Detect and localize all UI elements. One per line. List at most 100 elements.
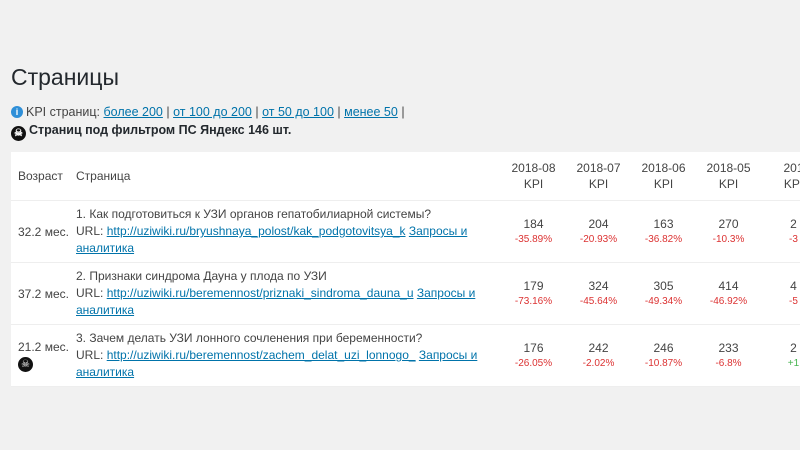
kpi-link-under-50[interactable]: менее 50 (344, 105, 398, 119)
kpi-filter-label: KPI страниц: (26, 105, 101, 119)
kpi-change: -20.93% (579, 233, 618, 245)
header-age: Возраст (18, 169, 63, 183)
page-info: 1. Как подготовиться к УЗИ органов гепат… (69, 206, 501, 257)
age-cell: 21.2 мес. ☠ (11, 340, 69, 372)
kpi-cell: 233 -6.8% (696, 340, 761, 372)
kpi-change: -10.3% (712, 233, 745, 245)
kpi-value: 246 (653, 340, 674, 355)
kpi-cell: 163 -36.82% (631, 216, 696, 248)
kpi-link-over-200[interactable]: более 200 (103, 105, 163, 119)
kpi-cell: 184 -35.89% (501, 216, 566, 248)
kpi-label: KPI (653, 177, 674, 191)
month-label: 2018-08 (511, 161, 556, 175)
age-cell: 37.2 мес. (11, 287, 69, 301)
page-url-link[interactable]: http://uziwiki.ru/beremennost/priznaki_s… (106, 286, 414, 300)
kpi-cell: 176 -26.05% (501, 340, 566, 372)
table-row: 37.2 мес. 2. Признаки синдрома Дауна у п… (11, 263, 800, 325)
url-label: URL: (76, 348, 104, 362)
kpi-change: -5 (789, 295, 798, 307)
kpi-value: 270 (718, 216, 739, 231)
analytics-link[interactable]: Запросы и аналитика (76, 224, 468, 255)
kpi-filter: i KPI страниц: более 200 | от 100 до 200 … (11, 105, 405, 119)
kpi-value: 4 (790, 278, 797, 293)
kpi-value: 2 (790, 216, 797, 231)
page-url-link[interactable]: http://uziwiki.ru/beremennost/zachem_del… (106, 348, 416, 362)
yandex-filter-info: ☠ Страниц под фильтром ПС Яндекс 146 шт. (11, 123, 291, 141)
kpi-value: 242 (588, 340, 609, 355)
kpi-cell: 4 -5 (761, 278, 800, 310)
kpi-cell: 324 -45.64% (566, 278, 631, 310)
page-title-text: 3. Зачем делать УЗИ лонного сочленения п… (76, 331, 423, 345)
page-url-link[interactable]: http://uziwiki.ru/bryushnaya_polost/kak_… (106, 224, 406, 238)
kpi-change: -6.8% (715, 357, 742, 369)
kpi-cell: 414 -46.92% (696, 278, 761, 310)
kpi-cell: 2 -3 (761, 216, 800, 248)
kpi-change: -3 (789, 233, 798, 245)
kpi-cell: 270 -10.3% (696, 216, 761, 248)
month-label: 2018-05 (706, 161, 751, 175)
kpi-cell: 204 -20.93% (566, 216, 631, 248)
kpi-change: -36.82% (644, 233, 683, 245)
skull-icon: ☠ (11, 126, 26, 141)
kpi-change: -49.34% (644, 295, 683, 307)
kpi-value: 414 (718, 278, 739, 293)
kpi-link-100-200[interactable]: от 100 до 200 (173, 105, 252, 119)
month-label: 2018-07 (576, 161, 621, 175)
kpi-label: KPI (718, 177, 739, 191)
kpi-value: 204 (588, 216, 609, 231)
header-page: Страница (76, 168, 131, 183)
kpi-change: +1 (787, 357, 800, 369)
kpi-cell: 242 -2.02% (566, 340, 631, 372)
analytics-link[interactable]: Запросы и аналитика (76, 348, 478, 379)
kpi-label: KPI (523, 177, 544, 191)
kpi-label: KPI (783, 177, 800, 191)
kpi-cell: 179 -73.16% (501, 278, 566, 310)
kpi-value: 324 (588, 278, 609, 293)
pages-table: Возраст Страница 2018-08 KPI 2018-07 KPI 201… (11, 152, 800, 387)
header-month: 2018-08 KPI (501, 160, 566, 192)
month-label: 2018-06 (641, 161, 686, 175)
kpi-value: 2 (790, 340, 797, 355)
kpi-value: 179 (523, 278, 544, 293)
kpi-change: -45.64% (579, 295, 618, 307)
kpi-change: -26.05% (514, 357, 553, 369)
kpi-cell: 305 -49.34% (631, 278, 696, 310)
yandex-filter-text: Страниц под фильтром ПС Яндекс 146 шт. (29, 123, 292, 137)
info-icon: i (11, 106, 23, 118)
header-month: 201 KPI (761, 160, 800, 192)
kpi-change: -46.92% (709, 295, 748, 307)
kpi-value: 184 (523, 216, 544, 231)
kpi-link-50-100[interactable]: от 50 до 100 (262, 105, 334, 119)
kpi-change: -35.89% (514, 233, 553, 245)
kpi-value: 305 (653, 278, 674, 293)
header-month: 2018-05 KPI (696, 160, 761, 192)
page-info: 3. Зачем делать УЗИ лонного сочленения п… (69, 330, 501, 381)
month-label: 201 (783, 161, 800, 175)
skull-icon: ☠ (18, 356, 33, 372)
kpi-cell: 246 -10.87% (631, 340, 696, 372)
kpi-label: KPI (588, 177, 609, 191)
kpi-value: 233 (718, 340, 739, 355)
kpi-value: 176 (523, 340, 544, 355)
kpi-cell: 2 +1 (761, 340, 800, 372)
kpi-change: -10.87% (644, 357, 683, 369)
age: 37.2 мес. (18, 286, 69, 301)
table-header: Возраст Страница 2018-08 KPI 2018-07 KPI 201… (11, 152, 800, 201)
table-row: 32.2 мес. 1. Как подготовиться к УЗИ орг… (11, 201, 800, 263)
age: 21.2 мес. (18, 339, 69, 354)
page-title-text: 2. Признаки синдрома Дауна у плода по УЗ… (76, 269, 327, 283)
page-title-text: 1. Как подготовиться к УЗИ органов гепат… (76, 207, 431, 221)
analytics-link[interactable]: Запросы и аналитика (76, 286, 476, 317)
page-title: Страницы (11, 64, 119, 90)
age: 32.2 мес. (18, 224, 69, 239)
page-info: 2. Признаки синдрома Дауна у плода по УЗ… (69, 268, 501, 319)
table-row: 21.2 мес. ☠ 3. Зачем делать УЗИ лонного с… (11, 325, 800, 387)
header-month: 2018-07 KPI (566, 160, 631, 192)
header-month: 2018-06 KPI (631, 160, 696, 192)
age-cell: 32.2 мес. (11, 225, 69, 239)
url-label: URL: (76, 286, 104, 300)
kpi-value: 163 (653, 216, 674, 231)
kpi-change: -2.02% (582, 357, 615, 369)
url-label: URL: (76, 224, 104, 238)
kpi-change: -73.16% (514, 295, 553, 307)
